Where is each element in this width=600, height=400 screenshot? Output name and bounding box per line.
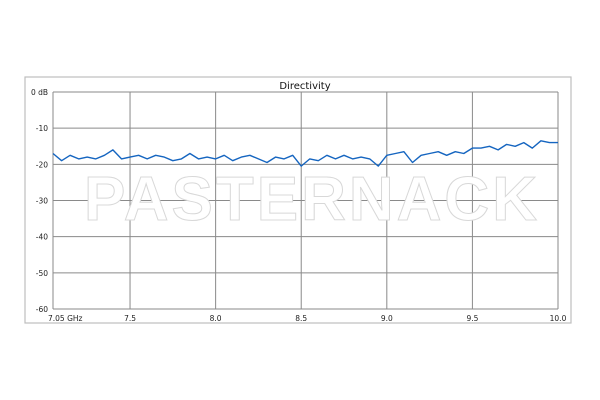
x-tick-label: 9.5 — [466, 314, 478, 323]
x-tick-label: 7.05 GHz — [48, 314, 83, 323]
axis-ticks: 0 dB -10 -20 -30 -40 -50 -607.05 GHz 7.5 8.0 8.5 9… — [31, 88, 567, 323]
x-tick-label: 10.0 — [550, 314, 567, 323]
y-tick-label: -60 — [36, 305, 48, 314]
y-tick-label: -40 — [36, 233, 48, 242]
series-line — [52, 140, 558, 167]
x-tick-label: 7.5 — [124, 314, 136, 323]
grid — [52, 91, 559, 310]
y-tick-label: -10 — [36, 124, 48, 133]
x-tick-label: 9.0 — [381, 314, 393, 323]
chart-title: Directivity — [279, 81, 330, 92]
y-tick-label: 0 dB — [31, 88, 48, 97]
watermark: PASTERNACK — [84, 165, 540, 234]
y-tick-label: -30 — [36, 197, 48, 206]
y-tick-label: -50 — [36, 269, 48, 278]
x-tick-label: 8.5 — [295, 314, 307, 323]
x-tick-label: 8.0 — [210, 314, 222, 323]
y-tick-label: -20 — [36, 160, 48, 169]
